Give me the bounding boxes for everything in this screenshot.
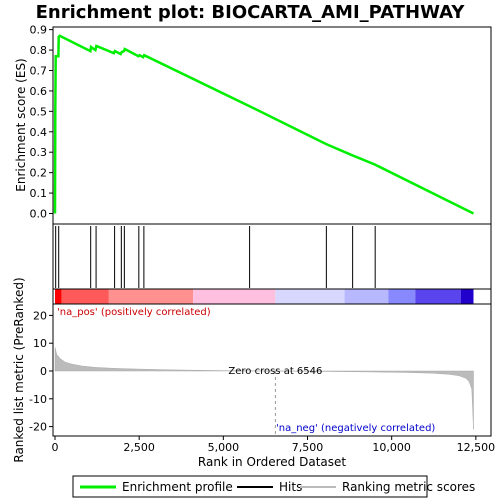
es-y-tick-label: 0.0 <box>30 208 48 221</box>
metric-y-tick-label: 10 <box>33 337 47 350</box>
heatmap-segment <box>275 289 345 304</box>
heatmap-segment <box>55 289 62 304</box>
hits-panel <box>52 223 492 290</box>
neg-correlated-label: 'na_neg' (negatively correlated) <box>276 423 435 434</box>
x-tick-label: 10,000 <box>372 441 411 454</box>
x-tick-label: 12,500 <box>457 441 496 454</box>
metric-y-tick-label: 0 <box>40 365 47 378</box>
es-y-tick-label: 0.2 <box>30 167 48 180</box>
heatmap-segment <box>108 289 194 304</box>
es-y-tick-label: 0.5 <box>30 105 48 118</box>
es-y-tick-label: 0.4 <box>30 126 48 139</box>
legend-ranking-label: Ranking metric scores <box>342 480 475 494</box>
legend-hits-label: Hits <box>279 480 302 494</box>
metric-y-tick-label: 20 <box>33 309 47 322</box>
x-tick-label: 2,500 <box>123 441 155 454</box>
x-tick-label: 0 <box>52 441 59 454</box>
heatmap-segment <box>344 289 389 304</box>
x-axis-label: Rank in Ordered Dataset <box>198 455 346 469</box>
zero-cross-label: Zero cross at 6546 <box>228 366 322 377</box>
es-y-tick-label: 0.6 <box>30 85 48 98</box>
chart-title: Enrichment plot: BIOCARTA_AMI_PATHWAY <box>36 2 466 23</box>
x-tick-label: 7,500 <box>292 441 324 454</box>
heatmap-segment <box>193 289 276 304</box>
es-y-tick-label: 0.3 <box>30 146 48 159</box>
enrichment-profile-line <box>53 34 475 215</box>
es-y-tick-label: 0.7 <box>30 64 48 77</box>
metric-y-tick-label: -10 <box>29 393 47 406</box>
es-y-tick-label: 0.8 <box>30 44 48 57</box>
pos-correlated-label: 'na_pos' (positively correlated) <box>57 307 211 318</box>
metric-y-axis-label: Ranked list metric (PreRanked) <box>12 277 26 462</box>
es-y-axis-label: Enrichment score (ES) <box>14 58 28 191</box>
heatmap-segment <box>460 289 474 304</box>
es-panel <box>52 26 492 225</box>
heatmap-segment <box>415 289 461 304</box>
es-y-tick-label: 0.9 <box>30 24 48 37</box>
metric-y-tick-label: -20 <box>29 421 47 434</box>
es-y-tick-label: 0.1 <box>30 187 48 200</box>
heatmap-segment <box>388 289 416 304</box>
legend-enrichment-label: Enrichment profile <box>122 480 233 494</box>
x-tick-label: 5,000 <box>208 441 240 454</box>
heatmap-segment <box>61 289 109 304</box>
